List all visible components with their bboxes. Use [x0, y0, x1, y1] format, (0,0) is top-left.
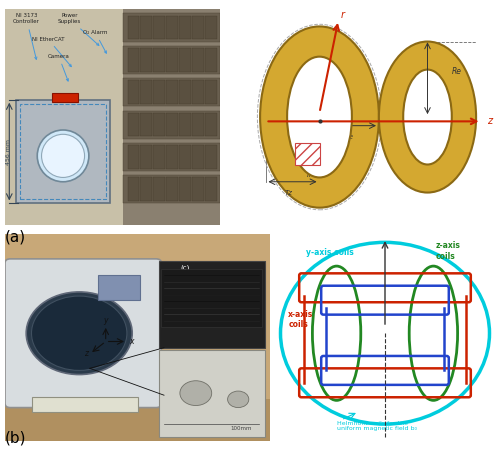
Text: Power
Supplies: Power Supplies [58, 13, 99, 45]
Text: (a): (a) [5, 230, 26, 245]
Circle shape [37, 130, 89, 182]
Bar [98, 275, 140, 300]
Bar [140, 16, 152, 39]
Bar [179, 48, 191, 72]
Text: Camera: Camera [48, 54, 70, 81]
Bar [128, 48, 140, 72]
Bar [154, 113, 165, 136]
Text: z: z [84, 349, 88, 358]
Bar [154, 80, 165, 104]
Bar [128, 80, 140, 104]
Bar [205, 178, 217, 201]
Circle shape [180, 381, 212, 406]
Bar [192, 16, 204, 39]
Bar [158, 350, 264, 437]
Bar [5, 399, 270, 441]
Text: z: z [487, 116, 492, 125]
Bar [179, 113, 191, 136]
Bar [32, 397, 138, 412]
Bar [205, 16, 217, 39]
Bar [128, 16, 140, 39]
Bar [192, 178, 204, 201]
Ellipse shape [403, 70, 452, 164]
Bar [162, 269, 262, 327]
Bar [124, 111, 220, 139]
Bar [124, 143, 220, 171]
Circle shape [26, 292, 132, 375]
Bar [128, 145, 140, 169]
Text: 100mm: 100mm [230, 426, 252, 431]
Bar [154, 178, 165, 201]
Bar [52, 93, 78, 102]
Bar [16, 100, 110, 203]
Bar [124, 175, 220, 203]
Bar [140, 178, 152, 201]
Bar [179, 145, 191, 169]
Bar [166, 80, 178, 104]
Text: z-axis
coils: z-axis coils [436, 241, 460, 261]
Bar [154, 145, 165, 169]
Bar [158, 261, 264, 348]
Bar [192, 80, 204, 104]
Bar [154, 48, 165, 72]
Text: o: o [317, 127, 321, 133]
Text: Tz: Tz [284, 190, 292, 196]
Bar [192, 48, 204, 72]
Bar [179, 16, 191, 39]
Bar [124, 46, 220, 74]
Ellipse shape [379, 42, 476, 193]
Text: y-axis coils: y-axis coils [306, 248, 354, 257]
Bar [166, 113, 178, 136]
Bar [205, 145, 217, 169]
Bar [166, 178, 178, 201]
Bar [128, 113, 140, 136]
Bar [20, 104, 106, 199]
Bar [124, 78, 220, 106]
Text: Tr: Tr [306, 173, 312, 179]
Text: (b): (b) [5, 430, 26, 445]
Text: Re: Re [452, 67, 462, 76]
Circle shape [32, 296, 127, 370]
Bar [166, 145, 178, 169]
Bar [154, 16, 165, 39]
Text: NI EtherCAT: NI EtherCAT [32, 37, 72, 67]
Bar [205, 113, 217, 136]
Circle shape [228, 391, 249, 408]
Bar [295, 143, 320, 164]
Bar [140, 80, 152, 104]
Bar [128, 178, 140, 201]
Bar [179, 178, 191, 201]
Text: x-axis
coils: x-axis coils [288, 310, 314, 329]
Ellipse shape [287, 56, 352, 178]
Bar [166, 48, 178, 72]
Text: 456 mm: 456 mm [6, 139, 11, 165]
Ellipse shape [260, 27, 379, 207]
Text: Ze: Ze [344, 134, 353, 140]
Bar [192, 145, 204, 169]
Bar [140, 113, 152, 136]
Bar [124, 9, 220, 225]
FancyBboxPatch shape [5, 259, 162, 408]
Text: y: y [103, 316, 108, 325]
Bar [192, 113, 204, 136]
Text: O₂ Alarm: O₂ Alarm [83, 30, 108, 53]
Text: r: r [341, 10, 345, 20]
Bar [140, 48, 152, 72]
Bar [205, 48, 217, 72]
Circle shape [42, 134, 84, 178]
Text: Helmholtz coils for the
uniform magnetic field b₀: Helmholtz coils for the uniform magnetic… [336, 420, 416, 431]
Bar [124, 13, 220, 41]
Bar [205, 80, 217, 104]
Text: x: x [130, 336, 134, 346]
Bar [179, 80, 191, 104]
Text: (c): (c) [180, 264, 190, 271]
Bar [140, 145, 152, 169]
Bar [166, 16, 178, 39]
Text: NI 3173
Controller: NI 3173 Controller [13, 13, 40, 59]
